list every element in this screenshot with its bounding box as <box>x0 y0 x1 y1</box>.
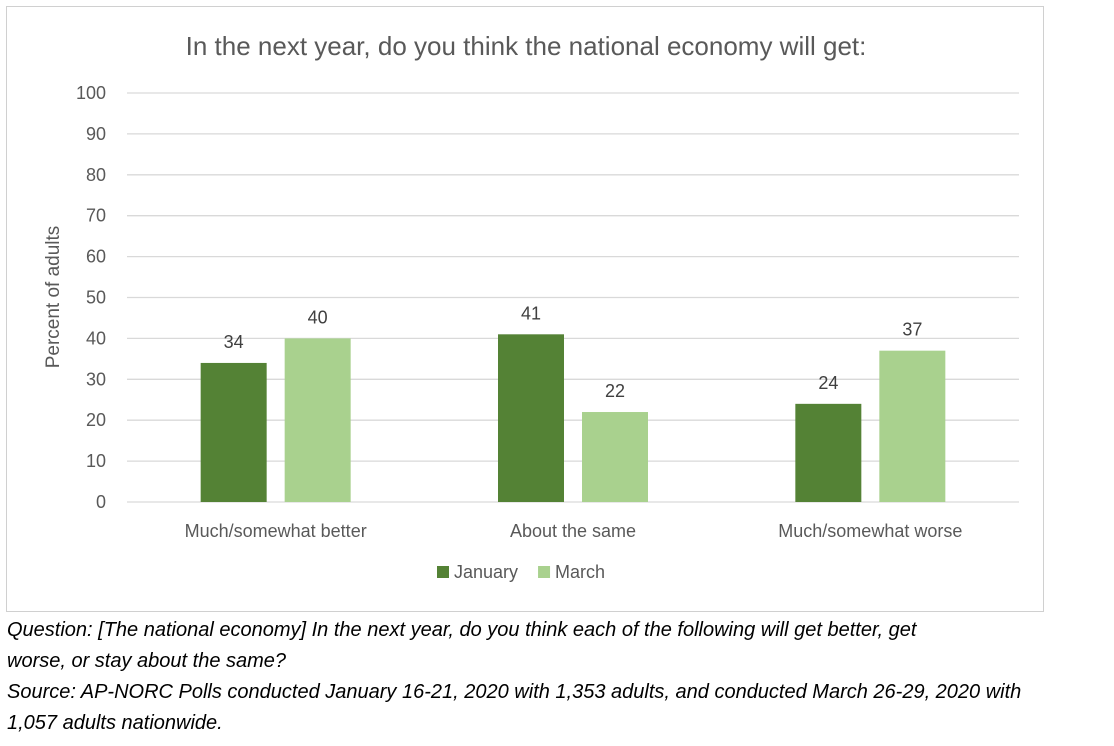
bar-january <box>200 362 267 502</box>
data-label: 41 <box>521 303 541 323</box>
y-tick-label: 30 <box>86 369 106 389</box>
y-tick-label: 60 <box>86 247 106 267</box>
data-label: 34 <box>224 332 244 352</box>
y-axis-label: Percent of adults <box>43 226 64 369</box>
legend-swatch-january <box>437 566 449 578</box>
data-label: 37 <box>902 320 922 340</box>
y-tick-label: 10 <box>86 451 106 471</box>
bar-chart: In the next year, do you think the natio… <box>43 31 1019 582</box>
bar-january <box>795 403 862 502</box>
source-note-line-1: Source: AP-NORC Polls conducted January … <box>7 681 1022 703</box>
x-tick-label: Much/somewhat worse <box>778 521 962 541</box>
y-tick-label: 70 <box>86 206 106 226</box>
data-label: 24 <box>818 373 838 393</box>
x-tick-label: About the same <box>510 521 636 541</box>
legend-label-january: January <box>454 562 518 582</box>
source-note-line-2: 1,057 adults nationwide. <box>7 712 223 734</box>
question-note-line-1: Question: [The national economy] In the … <box>7 619 917 641</box>
y-tick-label: 20 <box>86 410 106 430</box>
data-label: 40 <box>308 307 328 327</box>
y-tick-label: 100 <box>76 83 106 103</box>
y-tick-label: 0 <box>96 492 106 512</box>
bar-march <box>879 350 946 502</box>
data-label: 22 <box>605 381 625 401</box>
question-note-line-2: worse, or stay about the same? <box>7 650 287 672</box>
bar-march <box>582 412 648 502</box>
chart-frame: In the next year, do you think the natio… <box>6 6 1044 612</box>
y-tick-label: 80 <box>86 165 106 185</box>
y-tick-label: 90 <box>86 124 106 144</box>
bar-january <box>498 334 564 502</box>
bar-march <box>284 338 351 502</box>
legend-swatch-march <box>538 566 551 578</box>
y-tick-label: 40 <box>86 328 106 348</box>
legend-label-march: March <box>555 562 605 582</box>
y-tick-label: 50 <box>86 288 106 308</box>
x-tick-label: Much/somewhat better <box>185 521 367 541</box>
chart-title: In the next year, do you think the natio… <box>186 31 867 61</box>
